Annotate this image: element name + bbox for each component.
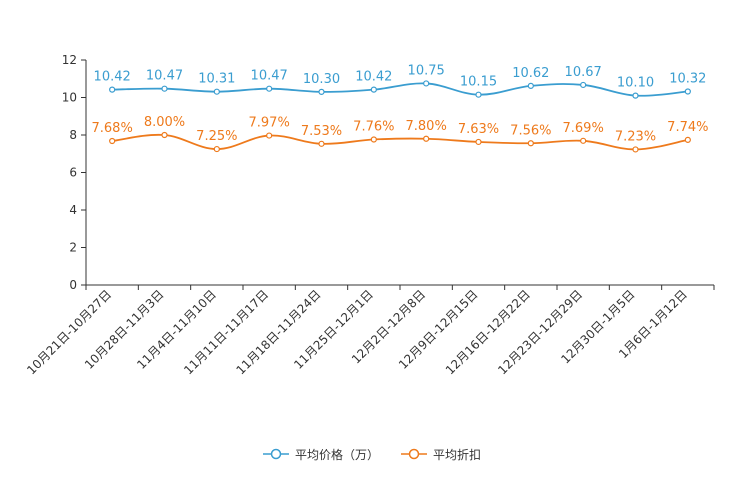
data-point (423, 135, 430, 142)
x-tick-label: 10月21日-10月27日 (24, 287, 114, 377)
data-label: 10.75 (408, 63, 445, 78)
y-tick-label: 8 (69, 128, 77, 142)
data-point (109, 137, 116, 145)
data-label: 7.56% (510, 123, 551, 138)
data-label: 7.74% (667, 120, 708, 135)
data-label: 10.42 (94, 70, 131, 85)
legend-label-price: 平均价格（万） (294, 447, 379, 462)
data-label: 10.10 (617, 76, 654, 91)
data-point (580, 81, 587, 89)
legend-item-price[interactable]: 平均价格（万） (262, 446, 379, 463)
data-label: 7.76% (353, 120, 394, 135)
data-label: 7.69% (563, 121, 604, 136)
data-label: 7.68% (92, 121, 133, 136)
data-point (475, 138, 482, 146)
legend-marker-price-icon (262, 448, 289, 460)
chart-axes: 02468101210月21日-10月27日10月28日-11月3日11月4日-… (24, 53, 715, 377)
chart-legend: 平均价格（万） 平均折扣 (0, 444, 744, 464)
data-point (161, 131, 168, 139)
series-line-1 (112, 133, 688, 151)
data-point (370, 136, 377, 143)
data-point (632, 146, 639, 153)
data-point (684, 88, 691, 95)
y-tick-label: 12 (62, 53, 77, 67)
legend-item-discount[interactable]: 平均折扣 (401, 446, 481, 463)
data-label: 10.31 (198, 72, 235, 87)
data-label: 10.47 (251, 69, 288, 84)
data-point (475, 91, 482, 98)
data-point (109, 86, 116, 93)
data-point (370, 86, 377, 93)
legend-marker-discount-icon (401, 448, 427, 460)
y-tick-label: 2 (69, 241, 77, 255)
data-label: 7.63% (458, 122, 499, 137)
data-label: 10.42 (355, 70, 392, 85)
data-point (423, 80, 430, 87)
data-point (684, 136, 691, 143)
data-label: 10.67 (565, 65, 602, 80)
y-tick-label: 10 (62, 91, 77, 105)
data-point (266, 132, 273, 139)
data-point (318, 140, 325, 147)
data-point (527, 82, 534, 89)
y-tick-label: 0 (69, 278, 77, 292)
data-point (213, 88, 220, 95)
data-point (213, 145, 220, 153)
data-label: 7.53% (301, 124, 342, 139)
legend-label-discount: 平均折扣 (433, 447, 482, 462)
data-label: 7.80% (406, 119, 447, 134)
data-point (527, 140, 534, 147)
data-label: 10.15 (460, 75, 497, 90)
data-label: 8.00% (144, 115, 185, 130)
data-label: 7.23% (615, 129, 656, 144)
y-tick-label: 4 (69, 203, 77, 217)
data-point (318, 88, 325, 95)
data-point (161, 85, 168, 92)
y-tick-label: 6 (69, 166, 77, 180)
data-label: 7.25% (196, 129, 237, 144)
data-label: 7.97% (249, 116, 290, 131)
chart-series: 10.42 10.47 10.31 10.47 10.30 10.42 10.75 10.15… (92, 63, 708, 153)
data-point (266, 85, 273, 92)
data-point (632, 92, 639, 99)
series-line-0 (112, 82, 688, 97)
data-label: 10.62 (512, 66, 549, 81)
data-point (580, 137, 587, 144)
data-label: 10.30 (303, 72, 340, 87)
data-label: 10.47 (146, 69, 183, 84)
data-label: 10.32 (669, 72, 706, 87)
